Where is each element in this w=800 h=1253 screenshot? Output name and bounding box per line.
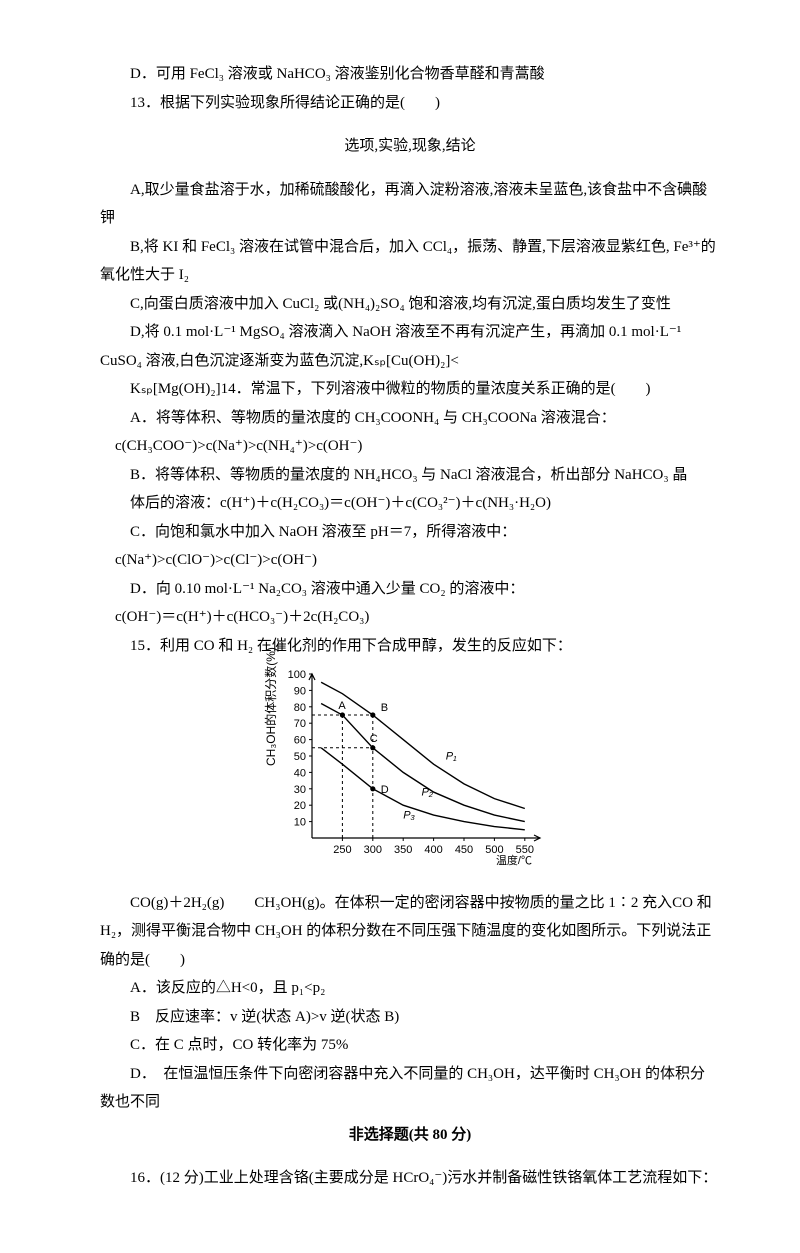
q14-a2: c(CH₃COO⁻)>c(Na⁺)>c(NH₄⁺)>c(OH⁻) (100, 432, 720, 461)
q14-d1: D．向 0.10 mol·L⁻¹ Na₂CO₃ 溶液中通入少量 CO₂ 的溶液中… (100, 575, 720, 604)
q16-stem: 16．(12 分)工业上处理含铬(主要成分是 HCrO₄⁻)污水并制备磁性铁铬氧… (100, 1164, 720, 1193)
q14-a1: A．将等体积、等物质的量浓度的 CH₃COONH₄ 与 CH₃COONa 溶液混… (100, 404, 720, 433)
svg-text:40: 40 (294, 767, 306, 779)
methanol-chart: CH₃OH的体积分数(%) 10203040506070809010025030… (270, 666, 550, 866)
svg-text:10: 10 (294, 817, 306, 829)
svg-text:90: 90 (294, 685, 306, 697)
q15-c: C．在 C 点时，CO 转化率为 75% (100, 1031, 720, 1060)
chart-container: CH₃OH的体积分数(%) 10203040506070809010025030… (100, 666, 720, 877)
q14-stem: Kₛₚ[Mg(OH)₂]14．常温下，下列溶液中微粒的物质的量浓度关系正确的是(… (100, 375, 720, 404)
q14-b1: B．将等体积、等物质的量浓度的 NH₄HCO₃ 与 NaCl 溶液混合，析出部分… (100, 461, 720, 490)
q14-b2: 体后的溶液：c(H⁺)＋c(H₂CO₃)＝c(OH⁻)＋c(CO₃²⁻)＋c(N… (100, 489, 720, 518)
q15-b: B 反应速率：v 逆(状态 A)>v 逆(状态 B) (100, 1003, 720, 1032)
q13-c: C,向蛋白质溶液中加入 CuCl₂ 或(NH₄)₂SO₄ 饱和溶液,均有沉淀,蛋… (100, 290, 720, 319)
svg-text:60: 60 (294, 735, 306, 747)
svg-text:P₃: P₃ (403, 809, 415, 821)
q15-eq: CO(g)＋2H₂(g) CH₃OH(g)。在体积一定的密闭容器中按物质的量之比… (100, 889, 720, 975)
svg-text:350: 350 (394, 844, 412, 856)
svg-text:P₁: P₁ (446, 750, 457, 762)
svg-text:70: 70 (294, 718, 306, 730)
svg-text:C: C (370, 733, 378, 745)
svg-text:A: A (338, 700, 346, 712)
svg-text:100: 100 (288, 669, 306, 681)
chart-ylabel: CH₃OH的体积分数(%) (260, 647, 283, 766)
q13-b: B,将 KI 和 FeCl₃ 溶液在试管中混合后，加入 CCl₄，振荡、静置,下… (100, 233, 720, 290)
q12-option-d: D．可用 FeCl₃ 溶液或 NaHCO₃ 溶液鉴别化合物香草醛和青蒿酸 (100, 60, 720, 89)
svg-text:250: 250 (333, 844, 351, 856)
svg-text:D: D (381, 784, 389, 796)
svg-text:400: 400 (424, 844, 442, 856)
section2-title: 非选择题(共 80 分) (100, 1121, 720, 1150)
q15-a: A．该反应的△H<0，且 p₁<p₂ (100, 974, 720, 1003)
q15-stem: 15．利用 CO 和 H₂ 在催化剂的作用下合成甲醇，发生的反应如下： (100, 632, 720, 661)
q13-a: A,取少量食盐溶于水，加稀硫酸酸化，再滴入淀粉溶液,溶液未呈蓝色,该食盐中不含碘… (100, 176, 720, 233)
svg-text:B: B (381, 702, 388, 714)
q13-header: 选项,实验,现象,结论 (100, 132, 720, 161)
svg-text:30: 30 (294, 784, 306, 796)
svg-text:300: 300 (364, 844, 382, 856)
svg-text:50: 50 (294, 751, 306, 763)
svg-text:80: 80 (294, 702, 306, 714)
svg-text:P₂: P₂ (421, 786, 433, 798)
q14-d2: c(OH⁻)＝c(H⁺)＋c(HCO₃⁻)＋2c(H₂CO₃) (100, 603, 720, 632)
q13-stem: 13．根据下列实验现象所得结论正确的是( ) (100, 89, 720, 118)
svg-text:20: 20 (294, 800, 306, 812)
q15-d: D． 在恒温恒压条件下向密闭容器中充入不同量的 CH₃OH，达平衡时 CH₃OH… (100, 1060, 720, 1117)
q14-c1: C．向饱和氯水中加入 NaOH 溶液至 pH＝7，所得溶液中： (100, 518, 720, 547)
svg-text:450: 450 (455, 844, 473, 856)
q13-d: D,将 0.1 mol·L⁻¹ MgSO₄ 溶液滴入 NaOH 溶液至不再有沉淀… (100, 318, 720, 375)
svg-text:温度/℃: 温度/℃ (496, 853, 532, 866)
q14-c2: c(Na⁺)>c(ClO⁻)>c(Cl⁻)>c(OH⁻) (100, 546, 720, 575)
chart-svg: 1020304050607080901002503003504004505005… (270, 666, 550, 866)
